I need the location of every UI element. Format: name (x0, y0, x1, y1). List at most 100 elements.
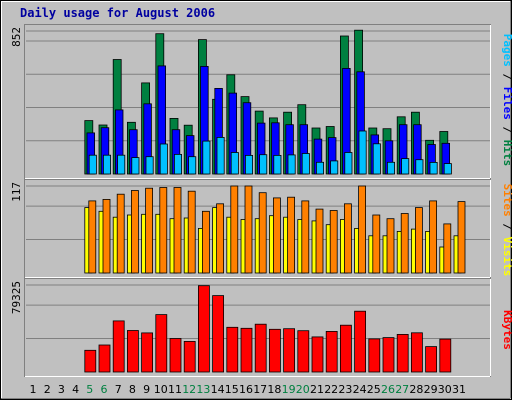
x-tick-label-day-21: 21 (310, 383, 324, 396)
legend-part: Sites (501, 184, 512, 217)
x-tick-label-day-20: 20 (296, 383, 310, 396)
bar-kbytes-day-28 (410, 332, 423, 373)
bar-kbytes-day-18 (268, 328, 281, 373)
bar-kbytes-day-12 (183, 340, 196, 373)
x-tick-label-day-18: 18 (267, 383, 281, 396)
legend-label: KBytes (501, 310, 512, 350)
x-tick-label-day-16: 16 (239, 383, 253, 396)
x-tick-label-day-10: 10 (154, 383, 168, 396)
bar-kbytes-day-25 (368, 338, 381, 373)
bar-sites-day-28 (414, 207, 423, 274)
bar-sites-day-19 (287, 196, 296, 274)
bar-sites-day-24 (358, 185, 367, 274)
bar-pages-day-5 (88, 154, 97, 175)
bar-kbytes-day-20 (297, 330, 310, 373)
bar-sites-day-13 (201, 210, 210, 274)
bar-sites-day-10 (159, 187, 168, 274)
x-tick-label-day-30: 30 (438, 383, 452, 396)
bar-kbytes-day-5 (84, 349, 97, 373)
bar-sites-day-15 (230, 185, 239, 274)
panel-hits-files-pages: 852 Pages / Files / Hits (10, 24, 512, 179)
bar-pages-day-9 (145, 156, 154, 175)
x-tick-label-day-26: 26 (381, 383, 395, 396)
bar-sites-day-27 (400, 213, 409, 274)
legend-label: Pages / Files / Hits (501, 34, 512, 167)
bar-kbytes-day-29 (425, 346, 438, 373)
bar-pages-day-30 (443, 163, 452, 175)
x-tick-label-day-17: 17 (253, 383, 267, 396)
bar-kbytes-day-17 (254, 323, 267, 373)
bar-sites-day-31 (457, 201, 466, 274)
x-tick-label-day-13: 13 (196, 383, 210, 396)
bar-sites-day-5 (88, 200, 97, 274)
bar-pages-day-26 (386, 161, 395, 175)
bar-pages-day-6 (102, 154, 111, 175)
legend-part: Visits (501, 237, 512, 277)
bars (84, 29, 452, 175)
bar-kbytes-day-21 (311, 336, 324, 373)
bar-pages-day-19 (287, 154, 296, 175)
bar-kbytes-day-24 (354, 310, 367, 373)
x-tick-label-day-28: 28 (409, 383, 423, 396)
bar-kbytes-day-15 (226, 326, 239, 373)
bar-sites-day-7 (116, 193, 125, 274)
bar-pages-day-24 (358, 130, 367, 175)
bar-pages-day-16 (244, 154, 253, 175)
x-tick-label-day-2: 2 (44, 383, 51, 396)
bar-kbytes-day-26 (382, 337, 395, 373)
legend-part: / (501, 120, 512, 140)
x-tick-label-day-14: 14 (211, 383, 225, 396)
x-tick-label-day-3: 3 (58, 383, 65, 396)
x-tick-label-day-24: 24 (353, 383, 367, 396)
bars (84, 185, 466, 274)
bar-sites-day-29 (429, 200, 438, 274)
bar-pages-day-27 (401, 158, 410, 175)
bar-sites-day-11 (173, 187, 182, 274)
bar-kbytes-day-30 (439, 338, 452, 373)
x-tick-label-day-25: 25 (367, 383, 381, 396)
x-tick-label-day-12: 12 (182, 383, 196, 396)
chart-title: Daily usage for August 2006 (20, 6, 215, 20)
bar-sites-day-23 (343, 203, 352, 274)
y-max-label: 117 (10, 182, 23, 202)
panel-visits-sites: 117 Sites / Visits (10, 179, 512, 278)
x-tick-label-day-1: 1 (30, 383, 37, 396)
bar-sites-day-26 (386, 218, 395, 274)
bar-kbytes-day-16 (240, 327, 253, 373)
bar-pages-day-22 (330, 160, 339, 175)
x-tick-label-day-7: 7 (115, 383, 122, 396)
bar-kbytes-day-9 (141, 332, 154, 373)
bar-kbytes-day-7 (112, 320, 125, 373)
bar-sites-day-25 (372, 214, 381, 274)
legend-part: Pages (501, 34, 512, 67)
bar-sites-day-6 (102, 198, 111, 274)
x-tick-label-day-9: 9 (143, 383, 150, 396)
legend-part: KBytes (501, 310, 512, 350)
x-tick-label-day-8: 8 (129, 383, 136, 396)
bar-kbytes-day-11 (169, 338, 182, 373)
bar-sites-day-18 (272, 197, 281, 274)
bar-sites-day-8 (130, 190, 139, 274)
bar-kbytes-day-13 (197, 285, 210, 373)
bars (84, 285, 452, 373)
y-max-label: 852 (10, 27, 23, 47)
legend-part: Files (501, 87, 512, 120)
bar-sites-day-12 (187, 190, 196, 274)
x-tick-label-day-27: 27 (395, 383, 409, 396)
x-tick-label-day-6: 6 (101, 383, 108, 396)
bar-sites-day-17 (258, 192, 267, 274)
bar-kbytes-day-8 (126, 330, 139, 373)
bar-pages-day-7 (117, 154, 126, 175)
x-tick-label-day-22: 22 (324, 383, 338, 396)
legend-part: / (501, 217, 512, 237)
bar-pages-day-18 (273, 154, 282, 175)
bar-kbytes-day-10 (155, 314, 168, 373)
legend-label: Sites / Visits (501, 184, 512, 277)
bar-kbytes-day-23 (339, 324, 352, 373)
bar-sites-day-22 (329, 210, 338, 274)
bar-sites-day-21 (315, 208, 324, 274)
bar-kbytes-day-14 (212, 295, 225, 373)
bar-sites-day-9 (145, 187, 154, 274)
bar-sites-day-16 (244, 185, 253, 274)
